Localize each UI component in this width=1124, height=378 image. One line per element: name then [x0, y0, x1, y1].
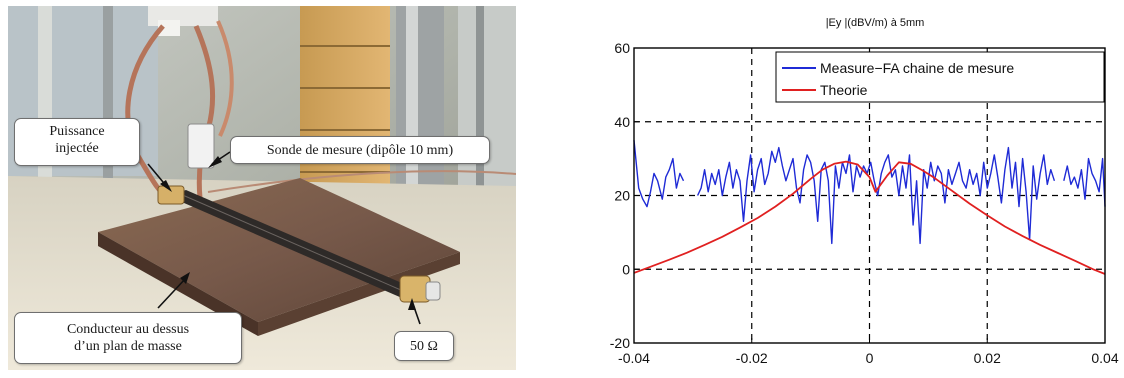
y-tick-label-1: 40: [614, 114, 630, 130]
x-tick-label-1: -0.02: [736, 350, 768, 366]
x-tick-label-0: -0.04: [618, 350, 650, 366]
field-chart: |Ey |(dBV/m) à 5mm -0.04 -0.02 0 0.02 0.04 60…: [590, 6, 1124, 378]
legend-label-measure: Measure−FA chaine de mesure: [820, 60, 1014, 76]
chart-series: [633, 140, 1106, 275]
callout-injected-power: Puissance injectée: [14, 118, 140, 166]
experimental-setup-photo: Puissance injectée Sonde de mesure (dipô…: [8, 6, 516, 370]
callout-measurement-probe-text: Sonde de mesure (dipôle 10 mm): [266, 143, 454, 158]
chart-title: |Ey |(dBV/m) à 5mm: [826, 17, 925, 29]
chart-legend: Measure−FA chaine de mesure Theorie: [775, 51, 1105, 103]
callout-injected-power-line2: injectée: [55, 141, 99, 156]
callout-injected-power-line1: Puissance: [49, 124, 105, 139]
x-tick-label-4: 0.04: [1091, 350, 1118, 366]
series-line-0: [633, 140, 1106, 245]
callout-load-text: 50 Ω: [410, 339, 438, 354]
y-tick-label-4: -20: [610, 335, 630, 351]
y-tick-label-3: 0: [622, 261, 630, 277]
chart-grid: [634, 48, 1105, 343]
y-tick-label-0: 60: [614, 40, 630, 56]
callout-conductor-line2: d’un plan de masse: [74, 339, 182, 354]
legend-box: [775, 51, 1105, 103]
x-tick-label-3: 0.02: [974, 350, 1001, 366]
callout-measurement-probe: Sonde de mesure (dipôle 10 mm): [230, 136, 490, 164]
x-tick-label-2: 0: [866, 350, 874, 366]
y-tick-label-2: 20: [614, 188, 630, 204]
callout-conductor-line1: Conducteur au dessus: [66, 322, 190, 337]
callout-conductor: Conducteur au dessus d’un plan de masse: [14, 312, 242, 364]
callout-load: 50 Ω: [394, 331, 454, 361]
legend-label-theory: Theorie: [820, 82, 868, 98]
field-chart-svg: |Ey |(dBV/m) à 5mm -0.04 -0.02 0 0.02 0.04 60…: [610, 17, 1119, 366]
series-line-1: [633, 160, 1106, 275]
chart-ticks: -0.04 -0.02 0 0.02 0.04 60 40 20 0 -20: [610, 40, 1119, 366]
